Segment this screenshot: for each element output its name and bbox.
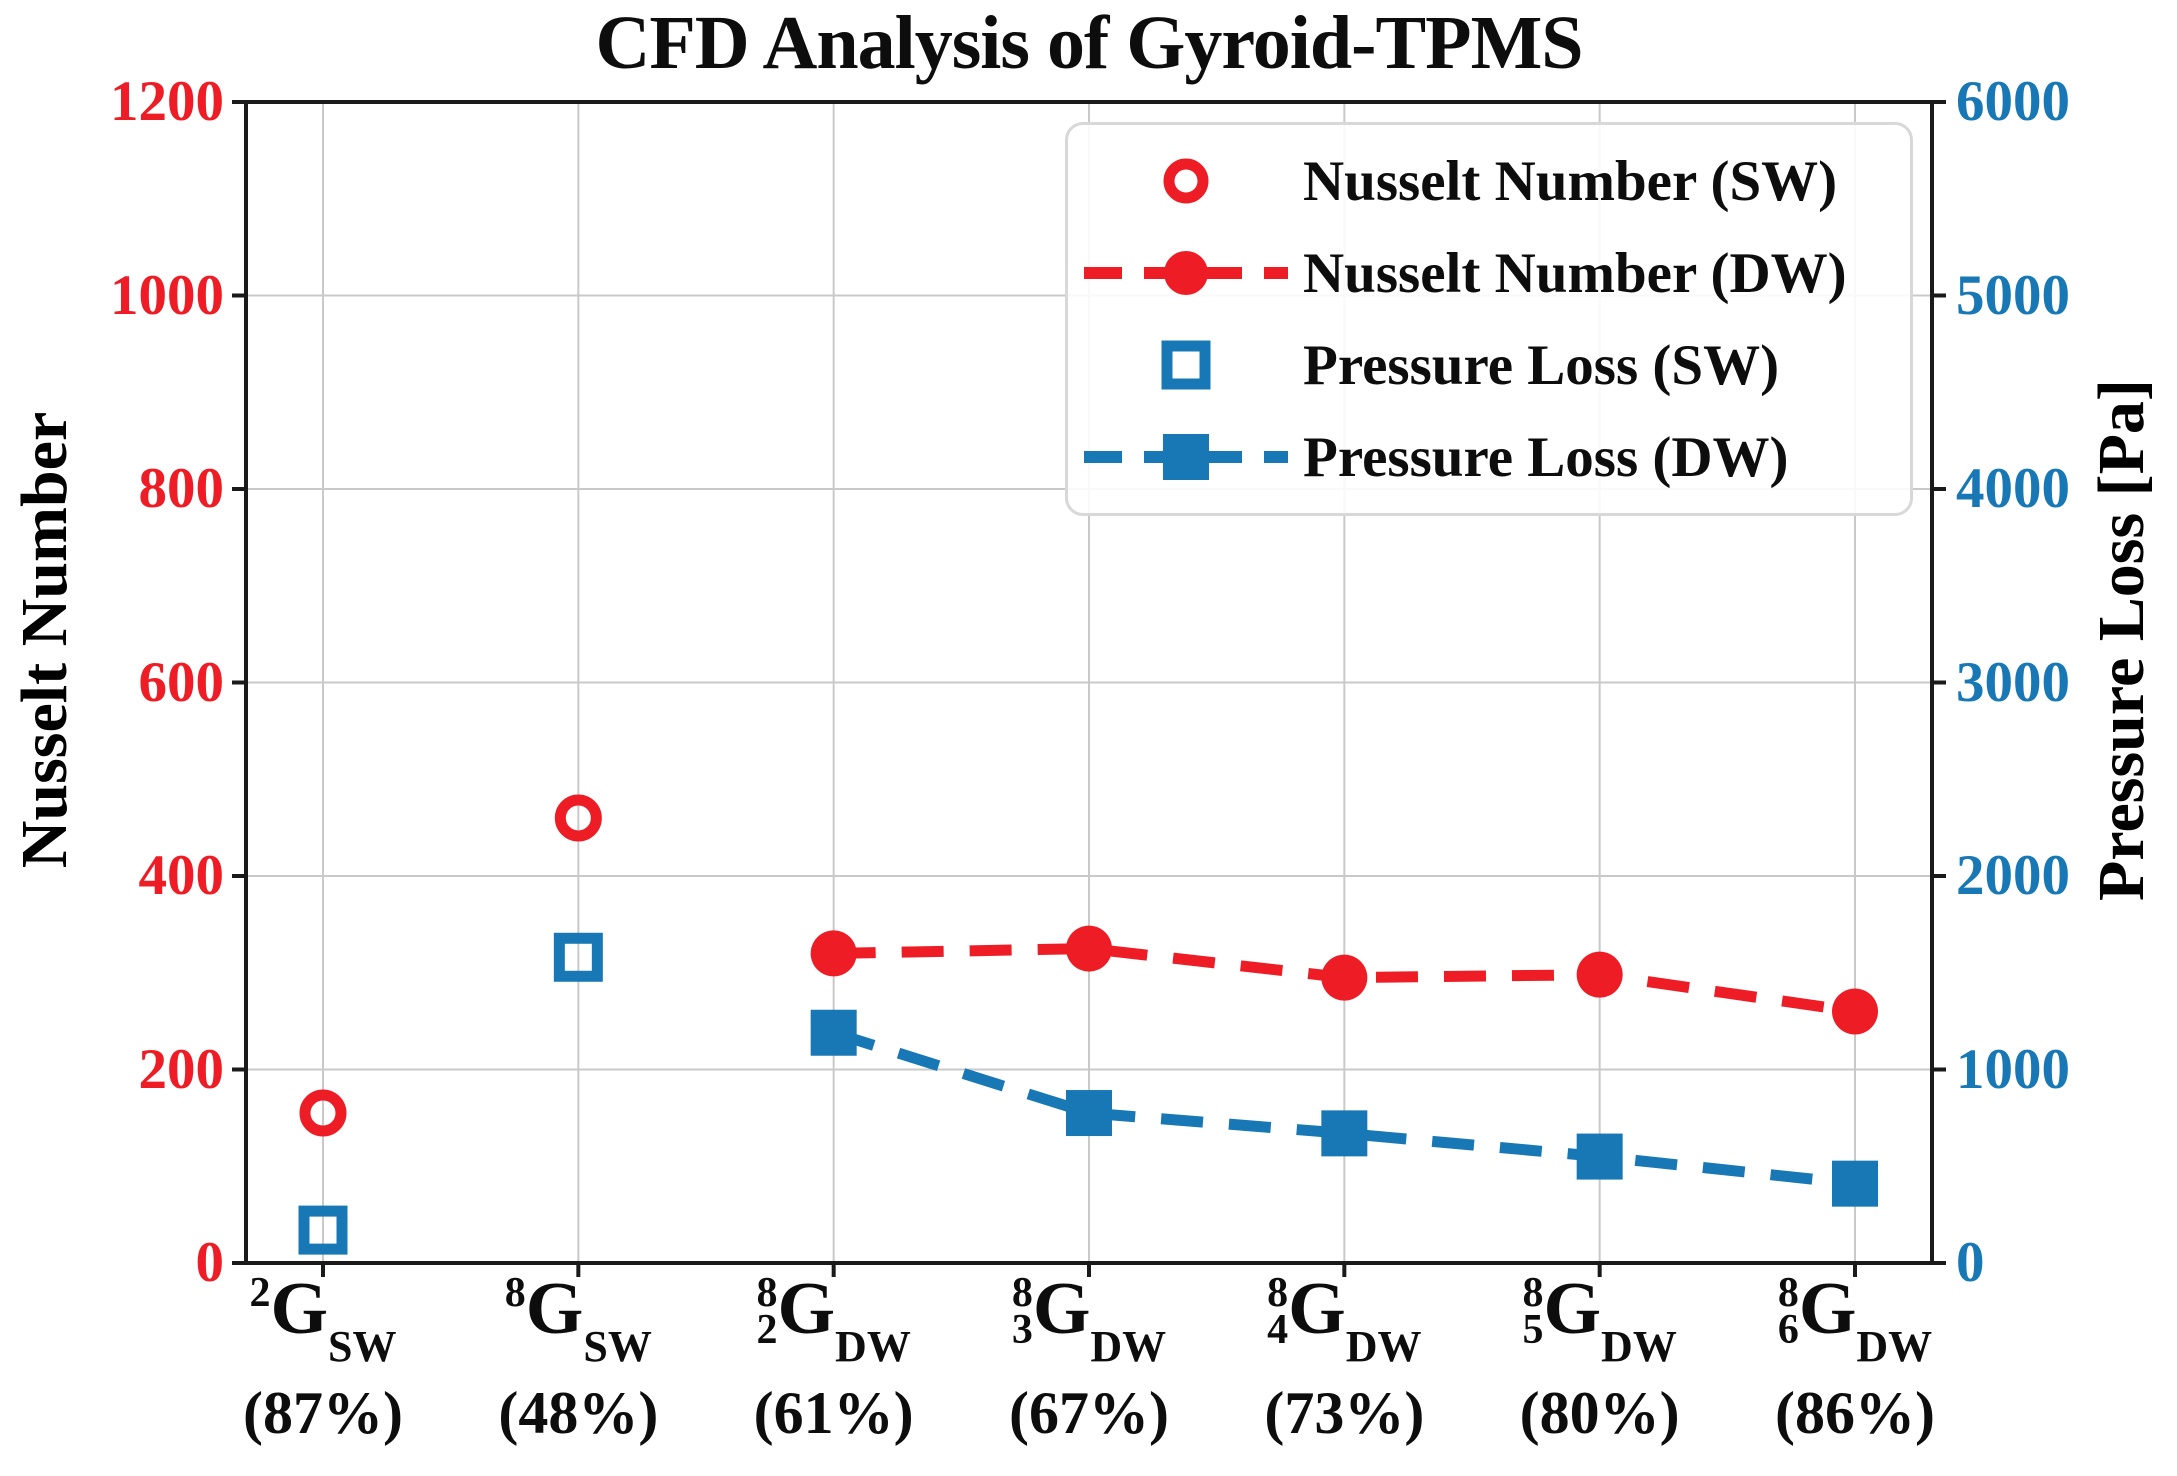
category-subscript: DW: [1856, 1322, 1933, 1371]
x-tick-label: 8 2 G DW (61%): [664, 1268, 1004, 1446]
pre-scripts: 2: [249, 1270, 271, 1316]
x-tick-label: 8 5 G DW (80%): [1430, 1268, 1770, 1446]
data-point: [1576, 1133, 1623, 1180]
open-circle-marker-icon: [1068, 149, 1303, 213]
data-point: [810, 930, 857, 977]
data-point: [1066, 925, 1112, 972]
category-base: G: [1288, 1268, 1346, 1350]
category-subscript: DW: [1090, 1322, 1167, 1371]
chart-title: CFD Analysis of Gyroid-TPMS: [595, 1, 1583, 85]
category-subscript: SW: [328, 1322, 397, 1371]
category-symbol: 8 6 G DW: [1685, 1268, 2025, 1379]
category-base: G: [525, 1268, 584, 1350]
right-axis-tick-label: 5000: [1956, 263, 2070, 327]
category-porosity: (61%): [753, 1380, 914, 1446]
right-axis-tick-label: 4000: [1956, 457, 2070, 520]
legend-label: Nusselt Number (DW): [1303, 241, 1847, 305]
x-tick-label: 2 G SW (87%): [153, 1268, 493, 1446]
pre-scripts: 8: [504, 1270, 526, 1316]
data-point: [1832, 988, 1878, 1035]
legend-entry-nusselt-dw: Nusselt Number (DW): [1068, 229, 1910, 317]
legend: Nusselt Number (SW) Nusselt Number (DW) …: [1065, 122, 1913, 516]
category-porosity: (80%): [1519, 1380, 1680, 1446]
open-square-marker-icon: [1068, 333, 1303, 397]
category-porosity: (48%): [498, 1380, 659, 1446]
left-axis-tick-label: 1200: [110, 70, 224, 133]
legend-entry-pressure-dw: Pressure Loss (DW): [1068, 413, 1910, 501]
data-point: [298, 1205, 348, 1255]
left-axis-tick-label: 400: [138, 844, 225, 907]
right-axis-tick-label: 2000: [1956, 844, 2070, 907]
x-tick-label: 8 4 G DW (73%): [1174, 1268, 1514, 1446]
left-axis-tick-label: 1000: [110, 263, 224, 327]
category-porosity: (73%): [1264, 1380, 1425, 1446]
data-point: [553, 932, 603, 982]
data-point: [1832, 1160, 1878, 1207]
category-base: G: [1032, 1268, 1091, 1350]
left-axis-tick-label: 800: [138, 457, 225, 520]
data-point: [1576, 951, 1623, 998]
legend-label: Pressure Loss (SW): [1303, 333, 1780, 397]
legend-entry-pressure-sw: Pressure Loss (SW): [1068, 321, 1910, 409]
category-subscript: DW: [835, 1322, 911, 1371]
right-axis-tick-label: 6000: [1956, 70, 2070, 133]
category-porosity: (67%): [1009, 1380, 1169, 1446]
category-subscript: DW: [1601, 1322, 1677, 1371]
left-axis-tick-label: 0: [195, 1231, 225, 1294]
category-porosity: (87%): [243, 1380, 403, 1446]
data-point: [1321, 954, 1368, 1001]
category-subscript: DW: [1345, 1322, 1422, 1371]
category-symbol: 8 G SW: [408, 1268, 748, 1379]
x-tick-label: 8 6 G DW (86%): [1685, 1268, 2025, 1446]
category-subscript: SW: [583, 1322, 652, 1371]
x-tick-label: 8 G SW (48%): [408, 1268, 748, 1446]
category-base: G: [1798, 1268, 1857, 1350]
category-symbol: 8 2 G DW: [664, 1268, 1004, 1379]
category-symbol: 8 4 G DW: [1174, 1268, 1514, 1379]
right-axis-tick-label: 3000: [1956, 650, 2070, 714]
dashed-line-filled-square-marker-icon: [1068, 425, 1303, 489]
category-symbol: 8 3 G DW: [919, 1268, 1259, 1379]
data-point: [810, 1009, 857, 1056]
data-point: [1066, 1090, 1112, 1137]
right-axis-tick-label: 0: [1956, 1231, 1985, 1294]
category-base: G: [270, 1268, 329, 1350]
left-axis-tick-label: 600: [138, 650, 225, 714]
category-symbol: 8 5 G DW: [1430, 1268, 1770, 1379]
left-axis-tick-label: 200: [138, 1037, 225, 1101]
x-tick-label: 8 3 G DW (67%): [919, 1268, 1259, 1446]
data-point: [554, 794, 602, 842]
data-point: [299, 1089, 347, 1137]
data-point: [1321, 1110, 1368, 1157]
dashed-line-filled-circle-marker-icon: [1068, 241, 1303, 305]
right-axis-tick-label: 1000: [1956, 1037, 2070, 1101]
category-base: G: [777, 1268, 836, 1350]
category-symbol: 2 G SW: [153, 1268, 493, 1379]
category-porosity: (86%): [1775, 1380, 1935, 1446]
legend-entry-nusselt-sw: Nusselt Number (SW): [1068, 137, 1910, 225]
category-base: G: [1543, 1268, 1602, 1350]
legend-label: Pressure Loss (DW): [1303, 425, 1789, 489]
legend-label: Nusselt Number (SW): [1303, 149, 1838, 213]
